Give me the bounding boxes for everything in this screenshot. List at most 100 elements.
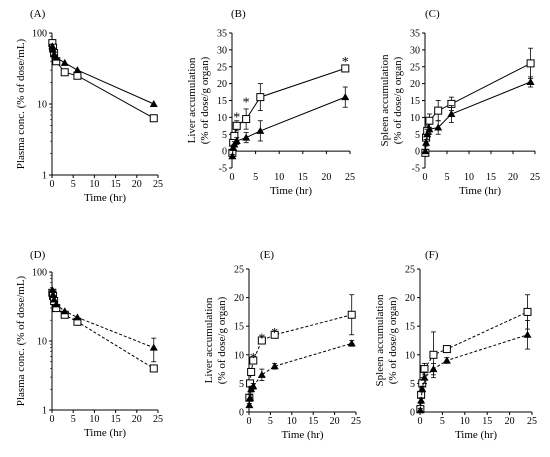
y-axis-label: Plasma conc. (% of dose/mL) bbox=[15, 38, 27, 169]
data-point-triangle bbox=[418, 385, 427, 393]
data-point-triangle bbox=[249, 382, 258, 390]
x-tick-label: 5 bbox=[71, 179, 76, 190]
y-tick-label: 15 bbox=[234, 322, 244, 333]
x-tick-label: 25 bbox=[153, 414, 163, 425]
series-line-square bbox=[51, 292, 155, 369]
data-point-square bbox=[270, 330, 279, 339]
y-tick-label: 5 bbox=[239, 379, 244, 390]
data-point-triangle bbox=[420, 373, 429, 381]
data-point-triangle bbox=[347, 339, 356, 347]
x-axis-label: Time (hr) bbox=[84, 192, 126, 204]
data-point-triangle bbox=[73, 313, 82, 321]
x-tick-label: 5 bbox=[440, 416, 445, 427]
data-point-triangle bbox=[246, 393, 255, 401]
y-tick-label: -5 bbox=[412, 164, 420, 175]
x-tick-label: 10 bbox=[89, 414, 99, 425]
data-point-triangle bbox=[52, 300, 61, 308]
data-point-square bbox=[257, 336, 266, 345]
panel-label: (D) bbox=[30, 249, 46, 261]
data-point-square bbox=[347, 310, 356, 319]
y-tick-label: 10 bbox=[37, 337, 47, 348]
data-point-triangle bbox=[149, 343, 158, 351]
x-tick-label: 0 bbox=[50, 414, 55, 425]
y-axis-label: Spleen accumulation(% of dose/g organ) bbox=[374, 294, 399, 386]
data-point-triangle bbox=[242, 133, 251, 141]
series-line-triangle bbox=[424, 81, 531, 152]
x-tick-label: 0 bbox=[50, 179, 55, 190]
x-tick-label: 20 bbox=[132, 179, 142, 190]
x-tick-label: 20 bbox=[132, 414, 142, 425]
panel-e: (E) 0 5 10 15 20 25 0 5 10 15 20 25 Time (hr) Liver ac… bbox=[203, 249, 361, 441]
y-tick-label: 35 bbox=[410, 29, 420, 40]
data-point-triangle bbox=[425, 125, 434, 133]
x-axis-label: Time (hr) bbox=[270, 185, 312, 197]
data-point-triangle bbox=[49, 45, 58, 53]
data-point-triangle bbox=[423, 130, 432, 138]
data-point-triangle bbox=[416, 406, 425, 414]
data-point-triangle bbox=[52, 53, 61, 61]
x-axis-label: Time (hr) bbox=[455, 429, 497, 441]
panel-label: (F) bbox=[425, 249, 439, 261]
x-tick-label: 0 bbox=[423, 172, 428, 183]
data-point-triangle bbox=[245, 401, 254, 409]
panel-f: (F) 0 5 10 15 20 25 0 5 10 15 20 25 Time (hr) Spleen a… bbox=[374, 249, 537, 441]
x-tick-label: 15 bbox=[111, 179, 121, 190]
series-line-square bbox=[51, 43, 155, 119]
data-point-triangle bbox=[49, 290, 58, 298]
data-point-triangle bbox=[232, 137, 241, 144]
significance-star: * bbox=[342, 55, 349, 70]
x-tick-label: 20 bbox=[321, 172, 331, 183]
x-tick-label: 5 bbox=[445, 172, 450, 183]
y-tick-label: 0 bbox=[410, 408, 415, 419]
x-axis-label: Time (hr) bbox=[84, 427, 126, 439]
data-point-triangle bbox=[341, 93, 350, 101]
y-tick-label: 30 bbox=[410, 45, 420, 56]
x-tick-label: 5 bbox=[71, 414, 76, 425]
y-tick-label: 0 bbox=[239, 408, 244, 419]
x-tick-label: 0 bbox=[418, 416, 423, 427]
x-tick-label: 25 bbox=[351, 416, 361, 427]
y-axis-label: Spleen accumulation(% of dose/g organ) bbox=[379, 54, 404, 146]
data-point-square bbox=[429, 350, 438, 359]
x-tick-label: 10 bbox=[464, 172, 474, 183]
y-tick-label: 10 bbox=[234, 350, 244, 361]
y-axis-label: Plasma conc. (% of dose/mL) bbox=[15, 275, 27, 406]
y-tick-label: 1 bbox=[42, 171, 47, 182]
data-point-square bbox=[232, 121, 241, 130]
x-tick-label: 10 bbox=[274, 172, 284, 183]
y-tick-label: 0 bbox=[415, 147, 420, 158]
x-tick-label: 5 bbox=[268, 416, 273, 427]
x-tick-label: 25 bbox=[345, 172, 355, 183]
y-tick-label: 15 bbox=[410, 96, 420, 107]
panel-d: (D) 1 10 100 0 5 10 15 20 25 Time (hr) Plasma conc.… bbox=[15, 249, 163, 439]
significance-star: * bbox=[243, 96, 250, 111]
y-tick-label: 25 bbox=[410, 62, 420, 73]
data-point-triangle bbox=[526, 77, 535, 85]
y-tick-label: 1 bbox=[42, 406, 47, 417]
data-point-triangle bbox=[73, 66, 82, 74]
data-point-square bbox=[434, 106, 443, 115]
series-line-triangle bbox=[419, 334, 528, 411]
x-tick-label: 10 bbox=[460, 416, 470, 427]
data-point-triangle bbox=[149, 100, 158, 107]
y-tick-label: 20 bbox=[234, 293, 244, 304]
y-tick-label: 10 bbox=[405, 350, 415, 361]
data-point-triangle bbox=[421, 147, 430, 155]
y-tick-label: 30 bbox=[217, 45, 227, 56]
x-tick-label: 25 bbox=[527, 416, 537, 427]
y-tick-label: 10 bbox=[410, 113, 420, 124]
y-tick-label: 5 bbox=[222, 130, 227, 141]
data-point-triangle bbox=[523, 330, 532, 338]
x-tick-label: 10 bbox=[287, 416, 297, 427]
data-point-square bbox=[247, 367, 256, 376]
y-axis-label: Liver accumulation(% of dose/g organ) bbox=[203, 296, 228, 384]
data-point-triangle bbox=[434, 123, 443, 131]
data-point-square bbox=[73, 71, 82, 80]
y-tick-label: 20 bbox=[405, 293, 415, 304]
x-tick-label: 20 bbox=[508, 172, 518, 183]
data-point-square bbox=[149, 364, 158, 373]
data-point-square bbox=[242, 115, 251, 124]
panel-label: (B) bbox=[231, 8, 246, 20]
